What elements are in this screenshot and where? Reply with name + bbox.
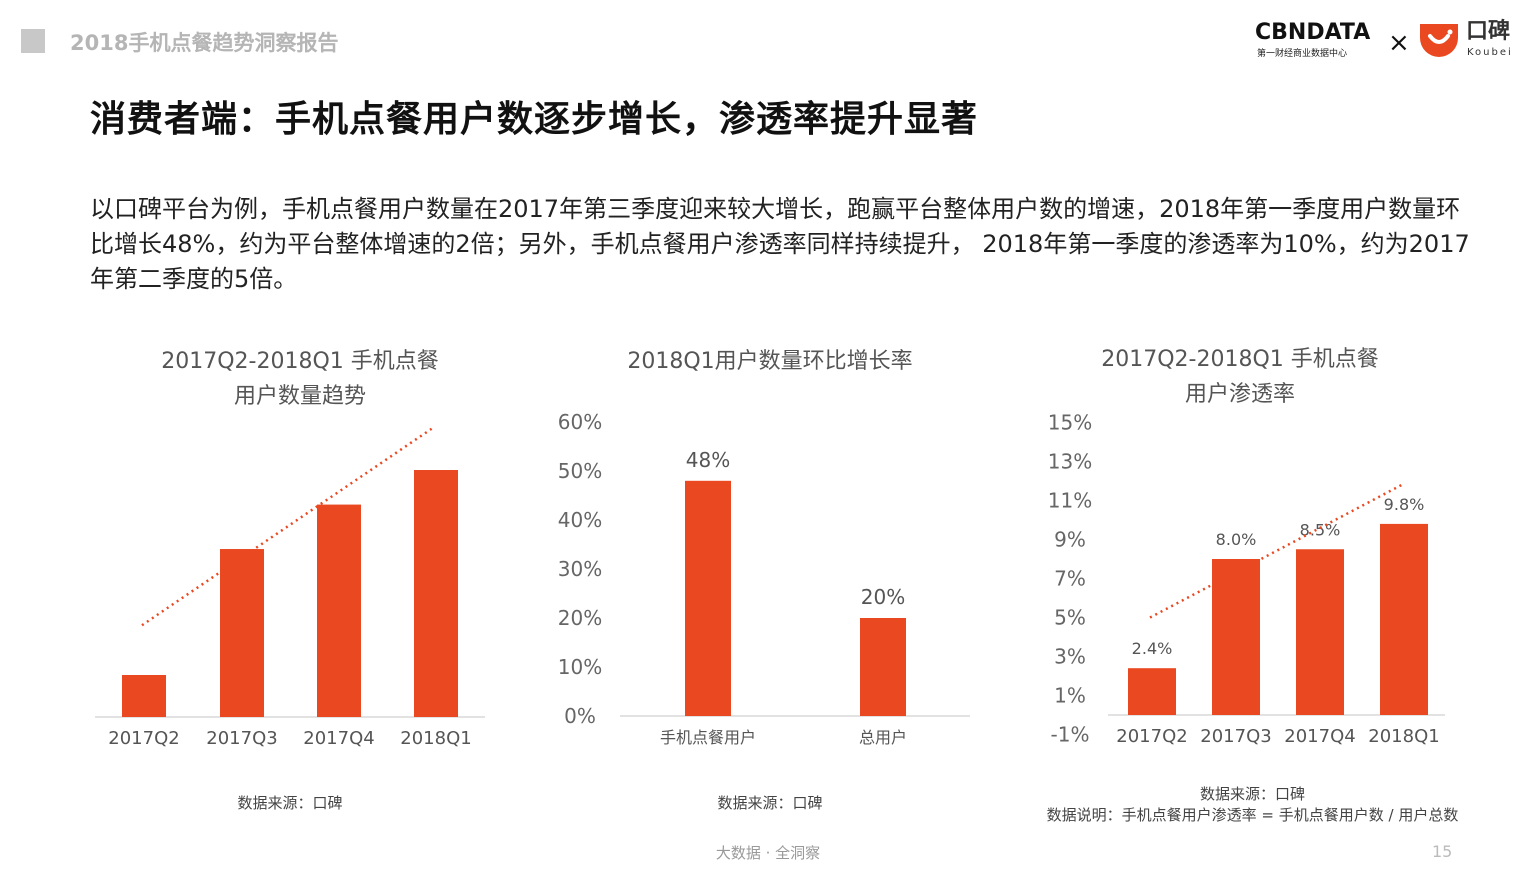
koubei-logo-sub: Koubei xyxy=(1467,47,1513,58)
chart3-bar xyxy=(1212,559,1260,715)
chart1-source: 数据来源：口碑 xyxy=(237,794,343,812)
koubei-logo-text: 口碑 xyxy=(1466,19,1511,44)
chart2-y-tick: 60% xyxy=(558,410,602,434)
chart3-y-tick: 13% xyxy=(1048,450,1092,474)
chart1-bar xyxy=(414,470,458,717)
chart1-bar xyxy=(122,675,166,717)
chart3-trendline xyxy=(1149,483,1403,619)
koubei-logo-icon xyxy=(1420,24,1458,57)
chart1-title: 2017Q2-2018Q1 手机点餐 用户数量趋势 xyxy=(100,344,500,414)
chart2-x-tick: 总用户 xyxy=(859,728,907,747)
chart3-y-tick: 5% xyxy=(1054,606,1086,630)
chart3-bar xyxy=(1128,668,1176,715)
chart2-title: 2018Q1用户数量环比增长率 xyxy=(570,344,970,379)
chart1-x-tick: 2017Q2 xyxy=(108,728,179,749)
chart3-y-tick: 1% xyxy=(1054,684,1086,708)
chart1-title-line: 用户数量趋势 xyxy=(233,384,366,409)
chart3-y-tick: 9% xyxy=(1054,528,1086,552)
chart1-bar xyxy=(317,504,361,717)
chart2-y-tick: 40% xyxy=(558,508,602,532)
cbndata-logo-sub: 第一财经商业数据中心 xyxy=(1257,49,1348,59)
chart2-y-tick: 0% xyxy=(564,704,596,728)
chart3-bar xyxy=(1296,549,1344,715)
chart3-source: 数据来源：口碑 xyxy=(1199,785,1305,803)
chart2-bar xyxy=(860,618,906,716)
chart3-x-tick: 2017Q4 xyxy=(1284,726,1355,747)
chart3-x-tick: 2018Q1 xyxy=(1368,726,1439,747)
times-sign: × xyxy=(1388,28,1410,58)
chart3-data-label: 8.0% xyxy=(1216,530,1257,549)
cbndata-logo: CBNDATA xyxy=(1255,20,1371,45)
chart3-y-tick: 3% xyxy=(1054,645,1086,669)
chart3-data-label: 2.4% xyxy=(1132,639,1173,658)
chart3-note: 数据说明：手机点餐用户渗透率 = 手机点餐用户数 / 用户总数 xyxy=(1046,806,1459,824)
report-title: 2018手机点餐趋势洞察报告 xyxy=(70,31,339,55)
header-square-icon xyxy=(21,29,45,53)
chart3-data-label: 9.8% xyxy=(1384,495,1425,514)
chart1-x-tick: 2017Q4 xyxy=(303,728,374,749)
chart3-title-line: 2017Q2-2018Q1 手机点餐 xyxy=(1101,347,1379,372)
chart1-bar xyxy=(220,549,264,717)
chart3-bar xyxy=(1380,523,1428,715)
chart2-title-line: 2018Q1用户数量环比增长率 xyxy=(627,349,913,374)
chart1-trendline xyxy=(141,426,435,627)
chart2-y-tick: 20% xyxy=(558,606,602,630)
chart3-title: 2017Q2-2018Q1 手机点餐 用户渗透率 xyxy=(1040,342,1440,412)
chart3-y-tick: 11% xyxy=(1048,489,1092,513)
chart1-x-tick: 2017Q3 xyxy=(206,728,277,749)
chart3-x-tick: 2017Q3 xyxy=(1200,726,1271,747)
chart2-data-label: 20% xyxy=(861,585,905,609)
chart2-x-tick: 手机点餐用户 xyxy=(660,728,756,747)
chart3-title-line: 用户渗透率 xyxy=(1184,382,1295,407)
chart3-y-tick: -1% xyxy=(1051,723,1090,747)
chart2-source: 数据来源：口碑 xyxy=(717,794,823,812)
chart2-y-tick: 10% xyxy=(558,655,602,679)
chart2-y-tick: 30% xyxy=(558,557,602,581)
chart1-title-line: 2017Q2-2018Q1 手机点餐 xyxy=(161,349,439,374)
chart2-y-tick: 50% xyxy=(558,459,602,483)
chart3-y-tick: 15% xyxy=(1048,411,1092,435)
chart2-data-label: 48% xyxy=(686,448,730,472)
footer-tagline: 大数据 · 全洞察 xyxy=(715,844,821,862)
page-number: 15 xyxy=(1432,842,1453,861)
chart3-y-tick: 7% xyxy=(1054,567,1086,591)
chart2-bar xyxy=(685,480,731,716)
chart3-x-tick: 2017Q2 xyxy=(1116,726,1187,747)
intro-paragraph: 以口碑平台为例，手机点餐用户数量在2017年第三季度迎来较大增长，跑赢平台整体用… xyxy=(90,195,1470,293)
page-title: 消费者端：手机点餐用户数逐步增长，渗透率提升显著 xyxy=(90,99,979,140)
chart1-x-tick: 2018Q1 xyxy=(400,728,471,749)
